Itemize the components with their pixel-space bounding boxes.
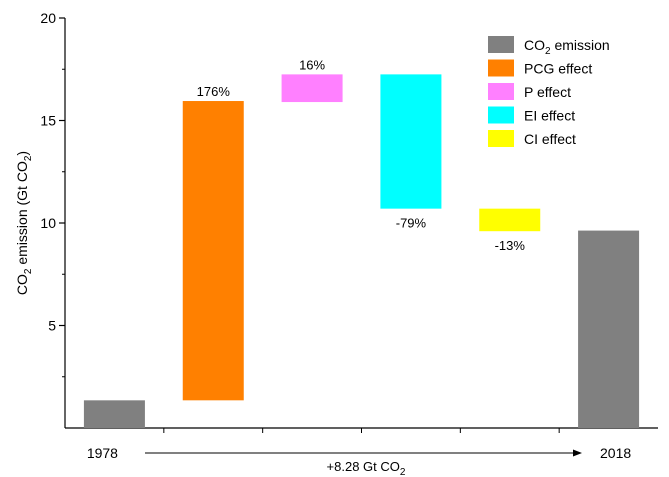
y-tick-label: 15	[40, 113, 56, 129]
y-axis-title: CO2 emission (Gt CO2)	[14, 151, 34, 295]
axes: 5 10 15 20	[40, 10, 658, 433]
legend-swatch-ei	[488, 106, 514, 124]
legend-label-p: P effect	[524, 84, 571, 100]
data-label-pcg: 176%	[197, 84, 231, 99]
change-note: +8.28 Gt CO2	[327, 459, 406, 477]
data-label-ei: -79%	[396, 216, 427, 231]
bar-co2_2018	[578, 230, 640, 428]
legend-swatch-co2	[488, 36, 514, 53]
bar-pcg	[182, 101, 244, 401]
bar-co2_1978	[83, 400, 145, 428]
bar-ei	[380, 74, 442, 209]
y-tick-label: 10	[40, 215, 56, 231]
bars	[83, 74, 640, 428]
data-labels: 176% 16% -79% -13%	[197, 57, 526, 253]
bar-p	[281, 74, 343, 103]
data-label-ci: -13%	[495, 238, 526, 253]
legend-swatch-pcg	[488, 59, 514, 77]
legend: CO2 emission PCG effect P effect EI effect C…	[488, 36, 610, 147]
y-axis-title-text: CO2 emission (Gt CO2)	[14, 151, 34, 295]
y-tick-label: 5	[48, 318, 56, 334]
legend-label-pcg: PCG effect	[524, 61, 592, 77]
x-start-label: 1978	[87, 445, 118, 461]
y-tick-label: 20	[40, 10, 56, 26]
change-arrow-head	[573, 449, 582, 457]
data-label-p: 16%	[299, 57, 325, 72]
legend-label-ci: CI effect	[524, 131, 576, 147]
x-annotation: 1978 2018 +8.28 Gt CO2	[87, 445, 632, 477]
legend-label-co2: CO2 emission	[524, 37, 610, 57]
legend-label-ei: EI effect	[524, 108, 575, 124]
legend-swatch-ci	[488, 130, 514, 147]
bar-ci	[479, 208, 541, 232]
legend-swatch-p	[488, 83, 514, 100]
x-end-label: 2018	[600, 445, 631, 461]
